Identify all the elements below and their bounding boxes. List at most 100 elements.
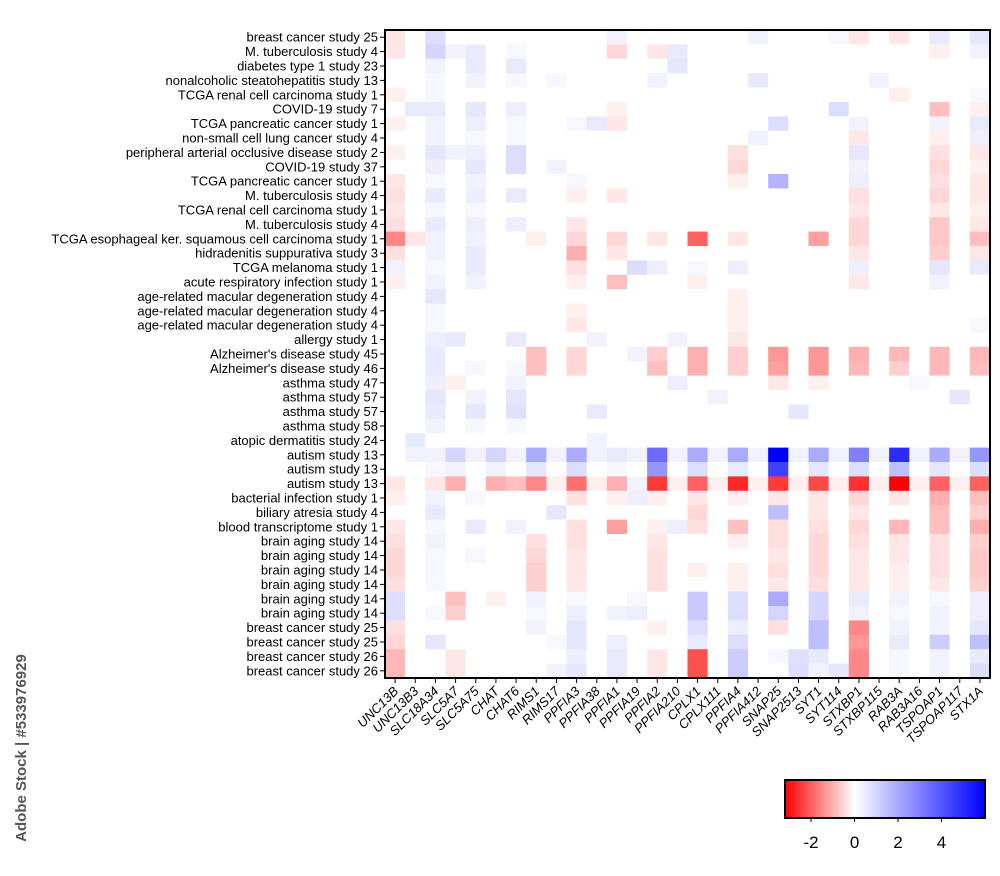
heatmap-cell — [889, 102, 910, 117]
heatmap-cell — [687, 231, 708, 247]
heatmap-cell — [627, 318, 648, 333]
heatmap-cell — [889, 318, 910, 333]
heatmap-cell — [667, 447, 688, 463]
heatmap-cell — [828, 433, 850, 448]
heatmap-cell — [385, 346, 406, 362]
heatmap-cell — [869, 303, 890, 319]
heatmap-cell — [828, 519, 850, 535]
heatmap-cell — [748, 58, 769, 74]
heatmap-cell — [808, 188, 829, 204]
heatmap-cell — [969, 404, 991, 420]
heatmap-cell — [808, 663, 829, 679]
heatmap-cell — [506, 246, 527, 261]
heatmap-cell — [445, 390, 466, 405]
heatmap-cell — [727, 102, 749, 117]
heatmap-cell — [546, 260, 567, 276]
heatmap-cell — [667, 30, 688, 45]
heatmap-cell — [889, 361, 910, 376]
heatmap-cell — [405, 462, 426, 477]
heatmap-cell — [385, 58, 406, 74]
heatmap-cell — [485, 591, 507, 607]
heatmap-cell — [546, 87, 567, 103]
heatmap-cell — [727, 390, 749, 405]
heatmap-cell — [808, 260, 829, 276]
heatmap-cell — [526, 447, 547, 463]
heatmap-cell — [788, 174, 809, 189]
heatmap-cell — [768, 562, 789, 578]
heatmap-cell — [425, 130, 446, 146]
heatmap-cell — [869, 246, 890, 261]
heatmap-cell — [748, 260, 769, 276]
heatmap-cell — [526, 102, 547, 117]
heatmap-cell — [647, 318, 668, 333]
heatmap-cell — [506, 390, 527, 405]
heatmap-cell — [788, 634, 809, 650]
heatmap-cell — [848, 418, 870, 434]
heatmap-cell — [828, 274, 850, 290]
heatmap-cell — [748, 87, 769, 103]
heatmap-cell — [768, 58, 789, 74]
heatmap-cell — [566, 289, 587, 304]
heatmap-cell — [627, 505, 648, 520]
heatmap-cell — [526, 562, 547, 578]
y-tick-label: breast cancer study 26 — [246, 663, 378, 678]
heatmap-cell — [445, 634, 466, 650]
heatmap-cell — [485, 102, 507, 117]
heatmap-cell — [647, 404, 668, 420]
heatmap-cell — [445, 534, 466, 549]
heatmap-cell — [929, 318, 950, 333]
heatmap-cell — [929, 375, 950, 391]
heatmap-cell — [566, 663, 587, 679]
y-tick-label: brain aging study 14 — [261, 606, 378, 621]
heatmap-cell — [425, 620, 446, 636]
heatmap-cell — [385, 534, 406, 549]
heatmap-cell — [687, 562, 708, 578]
heatmap-cell — [909, 303, 930, 319]
heatmap-cell — [506, 519, 527, 535]
heatmap-cell — [889, 246, 910, 261]
heatmap-cell — [848, 246, 870, 261]
heatmap-cell — [627, 490, 648, 506]
y-tick-label: brain aging study 14 — [261, 577, 378, 592]
heatmap-cell — [929, 548, 950, 564]
heatmap-cell — [586, 577, 608, 592]
heatmap-cell — [425, 174, 446, 189]
heatmap-cell — [425, 663, 446, 679]
heatmap-cell — [828, 548, 850, 564]
heatmap-cell — [788, 462, 809, 477]
heatmap-cell — [768, 44, 789, 60]
heatmap-cell — [889, 73, 910, 88]
heatmap-cell — [506, 562, 527, 578]
heatmap-cell — [788, 274, 809, 290]
heatmap-cell — [687, 58, 708, 74]
heatmap-cell — [687, 490, 708, 506]
heatmap-cell — [465, 390, 487, 405]
y-tick-label: TCGA pancreatic cancer study 1 — [191, 174, 378, 189]
heatmap-cell — [627, 289, 648, 304]
heatmap-cell — [627, 159, 648, 175]
heatmap-cell — [707, 375, 729, 391]
heatmap-cell — [768, 188, 789, 204]
heatmap-cell — [748, 289, 769, 304]
heatmap-cell — [667, 462, 688, 477]
heatmap-cell — [869, 346, 890, 362]
heatmap-cell — [586, 649, 608, 664]
heatmap-cell — [566, 174, 587, 189]
heatmap-cell — [526, 577, 547, 592]
heatmap-cell — [445, 577, 466, 592]
heatmap-cell — [929, 102, 950, 117]
heatmap-cell — [385, 548, 406, 564]
heatmap-cell — [828, 375, 850, 391]
heatmap-cell — [627, 404, 648, 420]
heatmap-cell — [546, 159, 567, 175]
heatmap-cell — [566, 418, 587, 434]
heatmap-cell — [566, 274, 587, 290]
heatmap-cell — [526, 260, 547, 276]
heatmap-cell — [566, 246, 587, 261]
heatmap-cell — [808, 447, 829, 463]
heatmap-cell — [485, 548, 507, 564]
heatmap-cell — [485, 519, 507, 535]
heatmap-cell — [606, 274, 628, 290]
heatmap-cell — [707, 44, 729, 60]
heatmap-cell — [425, 375, 446, 391]
